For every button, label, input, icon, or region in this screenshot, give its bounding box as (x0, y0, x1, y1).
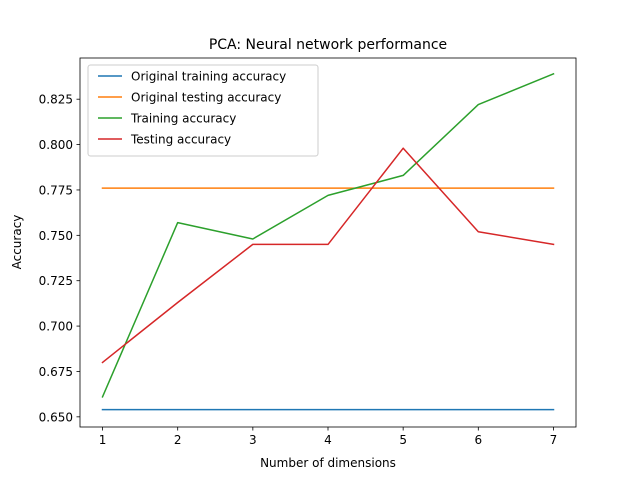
y-tick-label: 0.650 (39, 410, 73, 424)
legend-label: Training accuracy (130, 112, 236, 126)
y-axis-title: Accuracy (10, 215, 24, 270)
y-tick-label: 0.700 (39, 320, 73, 334)
x-tick-label: 4 (324, 433, 332, 447)
plot-area (101, 72, 555, 411)
chart-title: PCA: Neural network performance (209, 37, 447, 53)
y-tick-label: 0.725 (39, 274, 73, 288)
x-tick-label: 5 (399, 433, 407, 447)
legend-label: Testing accuracy (130, 133, 231, 147)
y-tick-label: 0.800 (39, 138, 73, 152)
legend-box (87, 64, 319, 157)
x-tick-label: 2 (174, 433, 182, 447)
legend-label: Original training accuracy (131, 70, 286, 84)
x-tick-label: 7 (550, 433, 558, 447)
axes: 1 2 3 4 5 6 7 0.650 0.675 0.700 0.725 0.750 0.775 0.8… (39, 57, 577, 447)
x-tick-label: 6 (474, 433, 482, 447)
y-tick-label: 0.675 (39, 365, 73, 379)
x-tick-label: 3 (249, 433, 257, 447)
y-tick-label: 0.775 (39, 183, 73, 197)
x-tick-label: 1 (99, 433, 107, 447)
y-tick-label: 0.750 (39, 229, 73, 243)
x-axis-title: Number of dimensions (260, 456, 396, 470)
series-line-4 (101, 147, 555, 364)
y-tick-label: 0.825 (39, 93, 73, 107)
series-line-3 (101, 72, 555, 398)
legend-label: Original testing accuracy (131, 91, 281, 105)
legend: Original training accuracy Original testi… (87, 64, 319, 157)
